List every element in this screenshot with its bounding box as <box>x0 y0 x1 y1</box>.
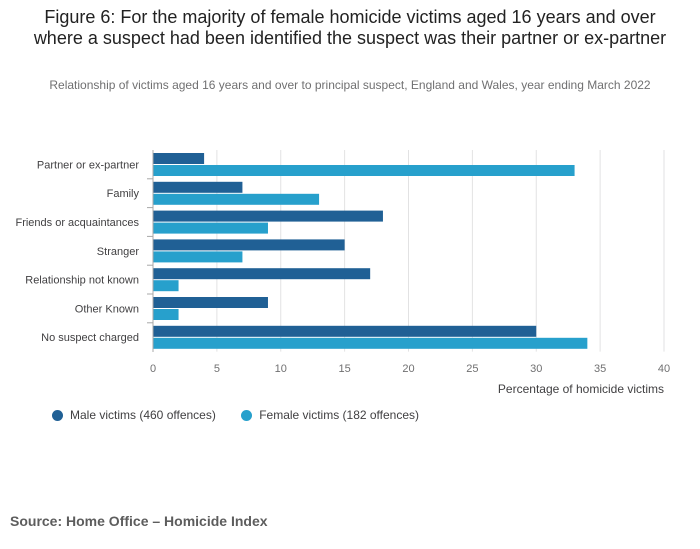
bar-female <box>153 309 179 320</box>
legend-label-male: Male victims (460 offences) <box>70 408 216 422</box>
x-tick-label: 20 <box>402 363 414 375</box>
bar-male <box>153 181 243 193</box>
x-tick-label: 10 <box>275 363 287 375</box>
gridlines <box>147 150 665 352</box>
category-label: Stranger <box>97 246 140 258</box>
category-labels: Partner or ex-partner Family Friends or ac… <box>15 159 139 344</box>
category-label: Relationship not known <box>25 275 139 287</box>
legend-item-male: Male victims (460 offences) <box>52 408 216 422</box>
x-tick-label: 35 <box>594 363 606 375</box>
bar-female <box>153 251 243 263</box>
bar-female <box>153 280 179 292</box>
bar-male <box>153 297 268 308</box>
bar-female <box>153 337 588 349</box>
bars <box>153 153 588 349</box>
bar-male <box>153 153 205 164</box>
legend: Male victims (460 offences) Female victi… <box>52 408 441 424</box>
x-tick-label: 15 <box>339 363 351 375</box>
bar-male <box>153 210 383 222</box>
category-label: Family <box>107 188 140 200</box>
legend-swatch-male <box>52 409 63 421</box>
category-label: No suspect charged <box>41 332 139 344</box>
bar-female <box>153 165 575 176</box>
legend-swatch-female <box>241 409 253 421</box>
chart-subtitle: Relationship of victims aged 16 years an… <box>49 78 651 92</box>
bar-male <box>153 325 537 337</box>
bar-male <box>153 239 345 251</box>
x-tick-label: 5 <box>214 363 220 375</box>
bar-male <box>153 268 371 280</box>
legend-item-female: Female victims (182 offences) <box>241 408 419 422</box>
x-tick-label: 25 <box>466 363 478 375</box>
category-label: Partner or ex-partner <box>37 159 139 171</box>
x-tick-label: 40 <box>658 363 670 375</box>
chart-title: Figure 6: For the majority of female hom… <box>33 7 667 48</box>
bar-female <box>153 193 320 205</box>
x-tick-label: 30 <box>530 363 542 375</box>
category-label: Other Known <box>75 303 139 315</box>
bar-female <box>153 222 268 234</box>
x-tick-labels: 0 5 10 15 20 25 30 35 40 <box>150 363 670 375</box>
category-label: Friends or acquaintances <box>15 217 139 229</box>
legend-label-female: Female victims (182 offences) <box>259 408 420 422</box>
x-tick-label: 0 <box>150 363 156 375</box>
source-note: Source: Home Office – Homicide Index <box>10 513 268 529</box>
x-axis-label: Percentage of homicide victims <box>498 382 664 396</box>
